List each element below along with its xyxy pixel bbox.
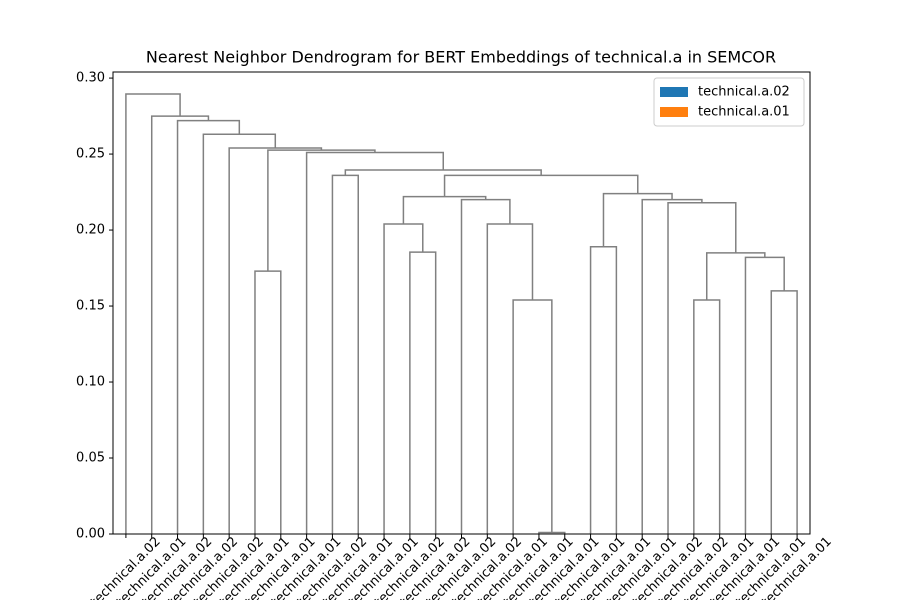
dendrogram-link — [486, 223, 534, 534]
dendrogram-link — [344, 169, 542, 176]
dendrogram-link — [770, 290, 798, 534]
dendrogram-link — [402, 195, 487, 224]
plot-frame — [112, 71, 811, 535]
legend-swatch — [660, 107, 688, 117]
dendrogram-link — [202, 133, 277, 534]
dendrogram-link — [705, 252, 766, 300]
chart-title: Nearest Neighbor Dendrogram for BERT Emb… — [146, 48, 776, 67]
y-tick-label: 0.30 — [76, 71, 105, 86]
y-tick-label: 0.05 — [76, 451, 105, 466]
legend-label: technical.a.02 — [698, 85, 790, 100]
y-tick-label: 0.25 — [76, 147, 105, 162]
dendrogram-link — [744, 256, 785, 534]
y-tick-label: 0.20 — [76, 223, 105, 238]
dendrogram-link — [254, 270, 282, 534]
dendrogram-link — [228, 147, 323, 534]
dendrogram-link — [589, 246, 618, 534]
y-tick-label: 0.15 — [76, 299, 105, 314]
dendrogram-link — [512, 299, 553, 534]
dendrogram-link — [641, 198, 703, 534]
legend-box — [653, 77, 805, 127]
dendrogram-link — [125, 93, 181, 534]
legend-swatch — [660, 87, 688, 97]
legend-label: technical.a.01 — [698, 105, 790, 120]
dendrogram-link — [409, 251, 437, 534]
dendrogram-link — [305, 151, 444, 534]
y-tick-label: 0.10 — [76, 375, 105, 390]
dendrogram-link — [331, 174, 359, 534]
dendrogram-link — [150, 115, 210, 534]
dendrogram-link — [602, 192, 673, 247]
dendrogram-link — [383, 223, 424, 534]
dendrogram-link — [460, 198, 511, 534]
dendrogram-link — [693, 299, 721, 534]
dendrogram-link — [176, 119, 241, 534]
y-tick-label: 0.00 — [76, 527, 105, 542]
